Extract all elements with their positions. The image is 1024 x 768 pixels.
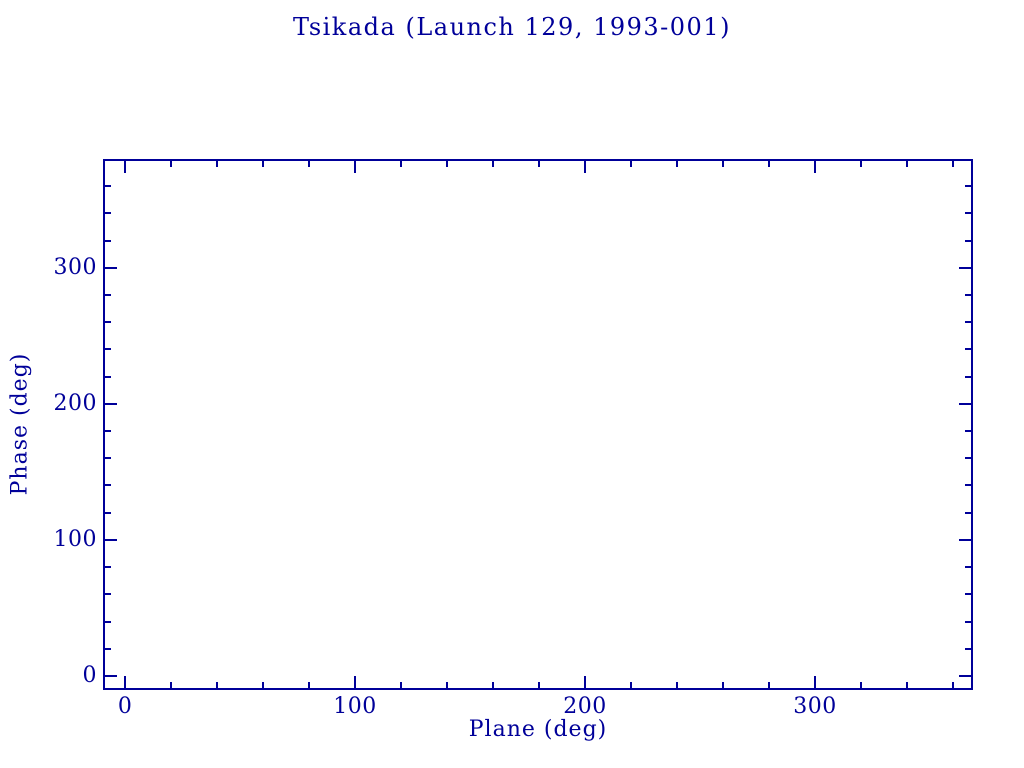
x-minor-tick [262,682,265,688]
x-minor-tick [768,161,770,167]
x-minor-tick [446,682,449,688]
x-minor-tick [170,161,173,167]
y-minor-tick [105,321,111,324]
y-minor-tick [105,375,111,378]
x-minor-tick [905,682,908,688]
x-minor-tick [538,161,541,167]
y-minor-tick [105,511,111,514]
x-minor-tick [630,161,633,167]
x-minor-tick [262,161,265,167]
y-minor-tick [105,484,111,487]
x-minor-tick [400,161,403,167]
x-minor-tick [216,682,219,688]
x-minor-tick [951,161,954,167]
y-minor-tick [965,593,971,596]
x-minor-tick [905,161,908,167]
y-major-tick [105,402,117,405]
plot-border-bottom [103,688,973,690]
y-minor-tick [105,239,111,242]
x-major-tick [124,676,127,688]
x-minor-tick [676,161,679,167]
y-major-tick [959,402,971,405]
x-minor-tick [860,161,862,167]
y-minor-tick [965,647,971,650]
chart-title: Tsikada (Launch 129, 1993-001) [293,13,731,41]
x-major-tick [354,161,357,173]
y-minor-tick [965,457,971,460]
plot-border-top [103,159,973,161]
y-minor-tick [965,375,971,378]
y-minor-tick [105,566,111,569]
y-tick-label: 300 [53,254,97,280]
x-minor-tick [722,161,725,167]
y-minor-tick [105,293,111,296]
y-minor-tick [105,593,111,596]
plot-border-right [971,159,973,690]
y-major-tick [105,674,117,677]
y-minor-tick [965,212,971,215]
y-minor-tick [105,457,111,460]
x-tick-label: 0 [117,694,133,719]
x-major-tick [354,676,357,688]
y-minor-tick [965,239,971,242]
plot-border-left [103,159,105,690]
x-major-tick [124,161,127,173]
x-minor-tick [216,161,219,167]
x-minor-tick [170,682,173,688]
y-minor-tick [105,620,111,623]
x-tick-label: 300 [793,694,837,719]
y-minor-tick [965,511,971,514]
y-major-tick [105,538,117,541]
y-tick-label: 100 [53,526,97,552]
x-major-tick [814,676,816,688]
y-major-tick [959,538,971,541]
y-minor-tick [965,348,971,351]
y-minor-tick [105,647,111,650]
plot-area [103,159,973,690]
y-tick-label: 200 [53,390,97,416]
y-minor-tick [965,620,971,623]
x-major-tick [584,676,587,688]
y-minor-tick [965,566,971,569]
x-minor-tick [308,682,311,688]
y-minor-tick [105,348,111,351]
y-tick-label: 0 [82,662,97,688]
x-minor-tick [676,682,679,688]
x-tick-label: 100 [333,694,377,719]
x-minor-tick [308,161,311,167]
x-minor-tick [400,682,403,688]
y-minor-tick [965,185,971,188]
y-minor-tick [105,430,111,433]
x-minor-tick [951,682,954,688]
y-minor-tick [965,484,971,487]
y-minor-tick [965,430,971,433]
y-major-tick [959,266,971,269]
y-minor-tick [105,185,111,188]
x-minor-tick [860,682,862,688]
x-tick-label: 200 [563,694,607,719]
x-axis-label: Plane (deg) [468,717,608,742]
x-minor-tick [492,161,495,167]
y-major-tick [959,674,971,677]
x-minor-tick [630,682,633,688]
x-major-tick [814,161,816,173]
y-minor-tick [965,293,971,296]
x-minor-tick [538,682,541,688]
x-minor-tick [492,682,495,688]
x-minor-tick [722,682,725,688]
y-minor-tick [965,321,971,324]
x-minor-tick [446,161,449,167]
x-minor-tick [768,682,770,688]
y-major-tick [105,266,117,269]
y-minor-tick [105,212,111,215]
x-major-tick [584,161,587,173]
y-axis-label: Phase (deg) [7,352,33,496]
